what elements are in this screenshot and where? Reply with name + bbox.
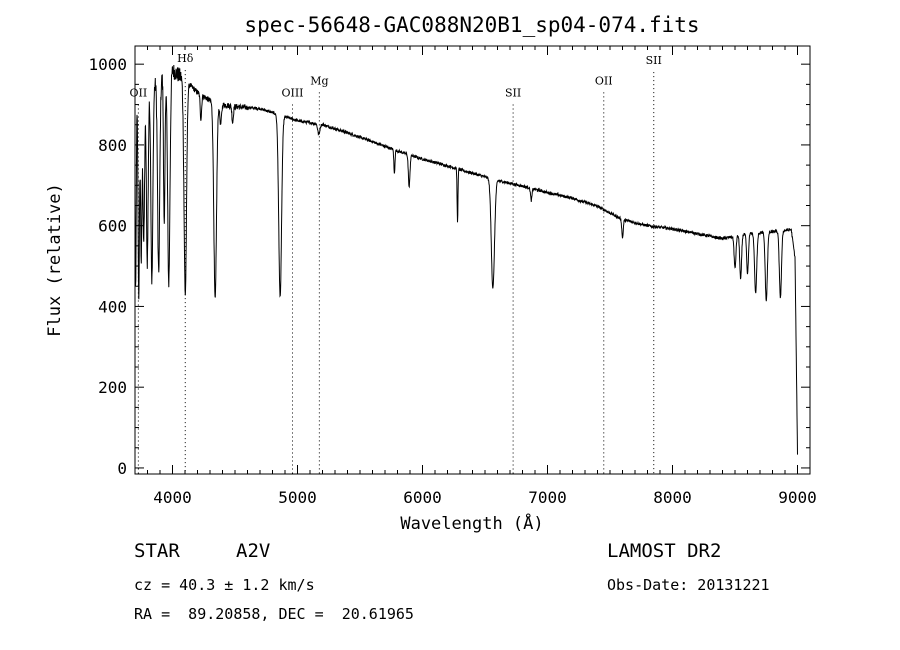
coordinates: RA = 89.20858, DEC = 20.61965 [134, 605, 414, 623]
axis-ticks [134, 46, 811, 474]
tick-labels: 4000 5000 6000 7000 8000 9000 0 200 400 600 800 100… [88, 55, 816, 507]
y-tick-label: 800 [98, 136, 127, 155]
reference-lines: OII Hδ OIII Mg SII OII SII [130, 52, 662, 474]
x-tick-label: 5000 [278, 488, 317, 507]
radial-velocity: cz = 40.3 ± 1.2 km/s [134, 576, 315, 594]
x-tick-label: 8000 [653, 488, 692, 507]
object-class: STAR [134, 540, 180, 562]
spectrum-line [134, 64, 798, 455]
x-tick-label: 4000 [153, 488, 192, 507]
x-tick-label: 9000 [778, 488, 817, 507]
reference-line-label: OII [130, 86, 148, 99]
observation-date: Obs-Date: 20131221 [607, 576, 770, 594]
x-axis-label: Wavelength (Å) [400, 512, 543, 534]
y-tick-label: 600 [98, 217, 127, 236]
reference-line-label: OIII [281, 86, 303, 99]
chart-title: spec-56648-GAC088N20B1_sp04-074.fits [244, 13, 699, 37]
reference-line-label: SII [646, 54, 662, 67]
y-tick-label: 200 [98, 378, 127, 397]
y-tick-label: 0 [117, 459, 127, 478]
y-tick-label: 400 [98, 297, 127, 316]
y-tick-label: 1000 [88, 55, 127, 74]
x-tick-label: 7000 [528, 488, 567, 507]
reference-line-label: OII [595, 74, 613, 87]
y-axis-label: Flux (relative) [45, 183, 65, 337]
plot-frame [134, 45, 811, 475]
reference-line-label: SII [505, 86, 521, 99]
reference-line-label: Hδ [177, 52, 194, 65]
x-tick-label: 6000 [403, 488, 442, 507]
reference-line-label: Mg [310, 74, 328, 87]
spectral-subclass: A2V [236, 540, 271, 562]
survey-name: LAMOST DR2 [607, 540, 722, 562]
